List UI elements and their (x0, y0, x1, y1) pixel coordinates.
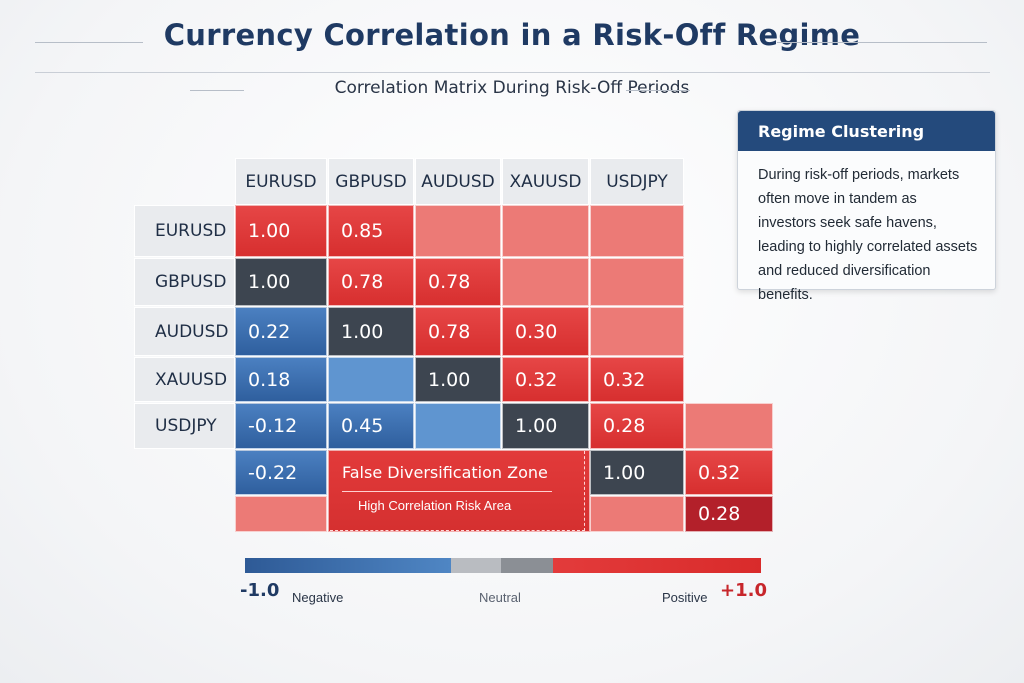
colorbar-label-negative: Negative (292, 590, 344, 605)
heatmap-cell: 1.00 (328, 307, 414, 356)
row-header: USDJPY (134, 403, 235, 449)
colorbar-neutral-dark (501, 558, 553, 573)
heatmap-cell: 1.00 (502, 403, 589, 449)
title-rule-right (777, 42, 987, 43)
colorbar-max-label: +1.0 (720, 580, 767, 601)
heatmap-cell (415, 205, 501, 257)
page-title: Currency Correlation in a Risk-Off Regim… (163, 18, 861, 52)
colorbar-label-positive: Positive (662, 590, 708, 605)
heatmap-cell (590, 496, 684, 532)
row-header: GBPUSD (134, 258, 235, 306)
colorbar-label-neutral: Neutral (479, 590, 521, 605)
column-header: AUDUSD (415, 158, 501, 205)
panel-title: Regime Clustering (738, 111, 995, 151)
zone-divider (342, 491, 552, 492)
subtitle-rule-left (190, 90, 244, 91)
panel-line: investors seek safe havens, (758, 215, 937, 231)
column-header: USDJPY (590, 158, 684, 205)
heatmap-cell: 0.22 (235, 307, 327, 356)
heatmap-cell: 1.00 (415, 357, 501, 402)
heatmap-cell (590, 258, 684, 306)
row-header: EURUSD (134, 205, 235, 257)
heatmap-cell: 0.32 (502, 357, 589, 402)
heatmap-cell (415, 403, 501, 449)
heatmap-cell: 0.28 (685, 496, 773, 532)
heatmap-cell: 0.85 (328, 205, 414, 257)
colorbar-negative (245, 558, 451, 573)
heatmap-cell (590, 205, 684, 257)
heatmap-cell: 0.78 (415, 258, 501, 306)
row-header: XAUUSD (134, 357, 235, 402)
column-header: EURUSD (235, 158, 327, 205)
heatmap-cell (590, 307, 684, 356)
panel-line: leading to highly correlated assets (758, 239, 978, 255)
heatmap-cell (502, 258, 589, 306)
panel-body: During risk-off periods, markets often m… (738, 151, 995, 307)
heatmap-cell (502, 205, 589, 257)
column-header: XAUUSD (502, 158, 589, 205)
colorbar-positive (553, 558, 761, 573)
regime-clustering-panel: Regime Clustering During risk-off period… (737, 110, 996, 303)
false-diversification-zone (330, 451, 585, 531)
heatmap-cell: 0.28 (590, 403, 684, 449)
zone-title: False Diversification Zone (342, 463, 548, 482)
page-subtitle: Correlation Matrix During Risk-Off Perio… (334, 78, 690, 98)
heatmap-cell: -0.12 (235, 403, 327, 449)
heatmap-cell: 1.00 (235, 258, 327, 306)
zone-subtitle: High Correlation Risk Area (358, 498, 512, 513)
subtitle-rule-right (626, 90, 690, 91)
heatmap-cell: 0.78 (415, 307, 501, 356)
panel-line: often move in tandem as (758, 191, 917, 207)
title-underline (35, 72, 990, 73)
heatmap-cell (685, 403, 773, 449)
heatmap-cell: 0.32 (590, 357, 684, 402)
colorbar-neutral-light (451, 558, 501, 573)
heatmap-cell: 0.78 (328, 258, 414, 306)
heatmap-cell: 0.32 (685, 450, 773, 495)
heatmap-cell (235, 496, 327, 532)
row-header: AUDUSD (134, 307, 235, 356)
panel-line: During risk-off periods, markets (758, 167, 960, 183)
panel-line: and reduced diversification benefits. (758, 263, 931, 303)
heatmap-cell: 1.00 (235, 205, 327, 257)
heatmap-cell: 0.30 (502, 307, 589, 356)
heatmap-cell: 0.45 (328, 403, 414, 449)
heatmap-cell: 0.18 (235, 357, 327, 402)
heatmap-cell (328, 357, 414, 402)
column-header: GBPUSD (328, 158, 414, 205)
heatmap-cell: 1.00 (590, 450, 684, 495)
colorbar-min-label: -1.0 (240, 580, 280, 601)
title-rule-left (35, 42, 143, 43)
heatmap-cell: -0.22 (235, 450, 327, 495)
